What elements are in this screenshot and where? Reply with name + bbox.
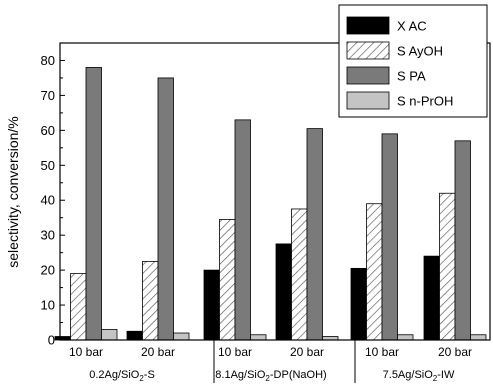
bar-s-pa-1 — [157, 77, 174, 341]
legend-label: S PA — [397, 69, 426, 84]
legend-swatch — [346, 66, 390, 85]
bar-s-n-proh-2 — [250, 334, 267, 341]
x-category-label: 20 bar — [290, 345, 324, 359]
bar-s-ayoh-4 — [366, 203, 383, 341]
y-tick-label: 20 — [41, 263, 55, 278]
bar-s-pa-2 — [234, 119, 251, 341]
x-group-label: 8.1Ag/SiO2-DP(NaOH) — [215, 369, 326, 383]
x-category-label: 10 bar — [365, 345, 399, 359]
x-category-label: 20 bar — [438, 345, 472, 359]
bar-x-ac-3 — [275, 243, 292, 341]
bar-s-ayoh-0 — [70, 273, 87, 341]
bar-s-pa-4 — [381, 133, 398, 341]
bar-x-ac-5 — [423, 255, 440, 341]
legend-swatch — [346, 16, 390, 35]
bar-s-ayoh-2 — [219, 219, 236, 341]
y-axis-title: selectivity, conversion/% — [5, 116, 21, 267]
bar-s-n-proh-1 — [173, 332, 190, 341]
legend-label: X AC — [397, 19, 427, 34]
legend-swatch — [346, 41, 390, 60]
bar-x-ac-4 — [350, 267, 367, 341]
y-tick-label: 10 — [41, 298, 55, 313]
bar-s-n-proh-5 — [470, 334, 487, 341]
legend-label: S n-PrOH — [397, 94, 453, 109]
bar-s-n-proh-0 — [101, 329, 118, 341]
bar-s-ayoh-1 — [142, 260, 159, 341]
bar-x-ac-2 — [203, 269, 220, 341]
bar-s-n-proh-4 — [397, 334, 414, 341]
y-tick-label: 80 — [41, 53, 55, 68]
bar-x-ac-1 — [126, 330, 143, 341]
bar-s-pa-5 — [454, 140, 471, 341]
x-group-label: 0.2Ag/SiO2-S — [89, 369, 155, 383]
bar-s-ayoh-5 — [439, 192, 456, 341]
bar-s-pa-0 — [85, 67, 102, 341]
legend: X AC S AyOH S PA S n-PrOH — [338, 4, 488, 118]
legend-label: S AyOH — [397, 44, 443, 59]
y-tick-label: 0 — [48, 333, 55, 348]
y-tick-label: 30 — [41, 228, 55, 243]
plot-frame — [59, 42, 491, 341]
bar-s-pa-3 — [306, 128, 323, 341]
x-axis: 10 bar 20 bar 0.2Ag/SiO2-S 10 bar 20 bar 8.1A… — [69, 340, 472, 383]
x-category-label: 20 bar — [141, 345, 175, 359]
y-tick-label: 60 — [41, 123, 55, 138]
bar-s-ayoh-3 — [291, 208, 308, 341]
y-axis: 0 10 20 30 40 50 60 70 80 — [41, 53, 65, 348]
y-tick-label: 50 — [41, 158, 55, 173]
y-tick-label: 70 — [41, 88, 55, 103]
x-category-label: 10 bar — [69, 345, 103, 359]
y-tick-label: 40 — [41, 193, 55, 208]
legend-swatch — [346, 91, 390, 110]
bars-layer — [54, 67, 487, 341]
x-group-label: 7.5Ag/SiO2-IW — [383, 369, 455, 383]
x-category-label: 10 bar — [218, 345, 252, 359]
